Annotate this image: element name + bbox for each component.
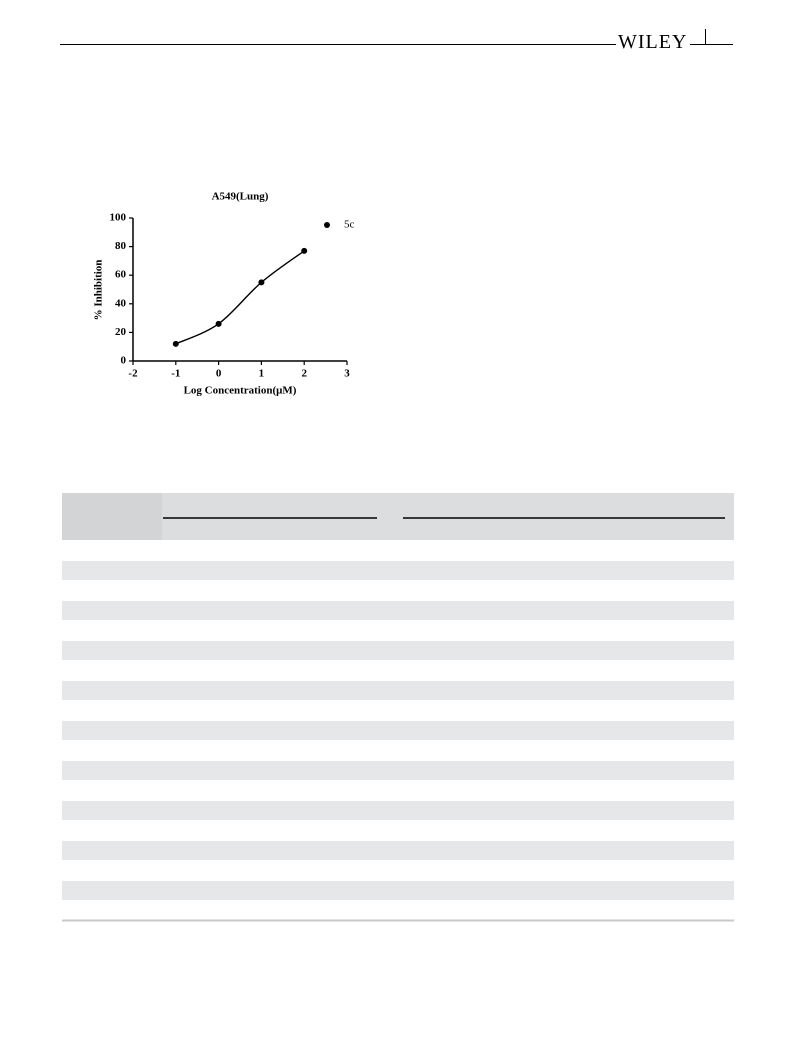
y-tick-label: 60 bbox=[115, 269, 127, 281]
table-row-stripe bbox=[62, 841, 734, 860]
x-tick-label: 0 bbox=[216, 368, 222, 380]
fit-curve bbox=[175, 250, 305, 345]
table bbox=[62, 493, 734, 922]
data-point bbox=[215, 320, 222, 327]
y-axis-label: % Inhibition bbox=[93, 260, 105, 321]
legend-marker bbox=[324, 222, 330, 228]
table-rows bbox=[62, 561, 734, 900]
x-axis-label: Log Concentration(μM) bbox=[184, 385, 297, 397]
table-row-stripe bbox=[62, 761, 734, 780]
legend-label: 5c bbox=[344, 219, 355, 231]
table-row-stripe bbox=[62, 641, 734, 660]
table-header-cell bbox=[62, 493, 162, 540]
x-tick-label: -2 bbox=[128, 368, 138, 380]
data-point bbox=[301, 247, 308, 254]
table-row-stripe bbox=[62, 801, 734, 820]
y-tick-label: 20 bbox=[115, 326, 127, 338]
table-row-stripe bbox=[62, 601, 734, 620]
table-header bbox=[62, 493, 734, 540]
chart: A549(Lung) Log Concentration(μM) % Inhib… bbox=[93, 191, 355, 397]
chart-title: A549(Lung) bbox=[212, 191, 269, 203]
y-tick-label: 40 bbox=[115, 297, 127, 309]
logo: WILEY bbox=[618, 31, 687, 53]
y-tick-label: 0 bbox=[121, 355, 127, 367]
table-row-stripe bbox=[62, 721, 734, 740]
table-row-stripe bbox=[62, 881, 734, 900]
y-tick-label: 80 bbox=[115, 240, 127, 252]
data-point bbox=[258, 279, 265, 286]
x-tick-label: 2 bbox=[301, 368, 307, 380]
x-tick-label: 1 bbox=[259, 368, 265, 380]
y-tick-label: 100 bbox=[110, 212, 127, 224]
table-row-stripe bbox=[62, 681, 734, 700]
data-point bbox=[172, 340, 179, 347]
table-row-stripe bbox=[62, 561, 734, 580]
x-tick-label: 3 bbox=[344, 368, 350, 380]
x-tick-label: -1 bbox=[171, 368, 180, 380]
